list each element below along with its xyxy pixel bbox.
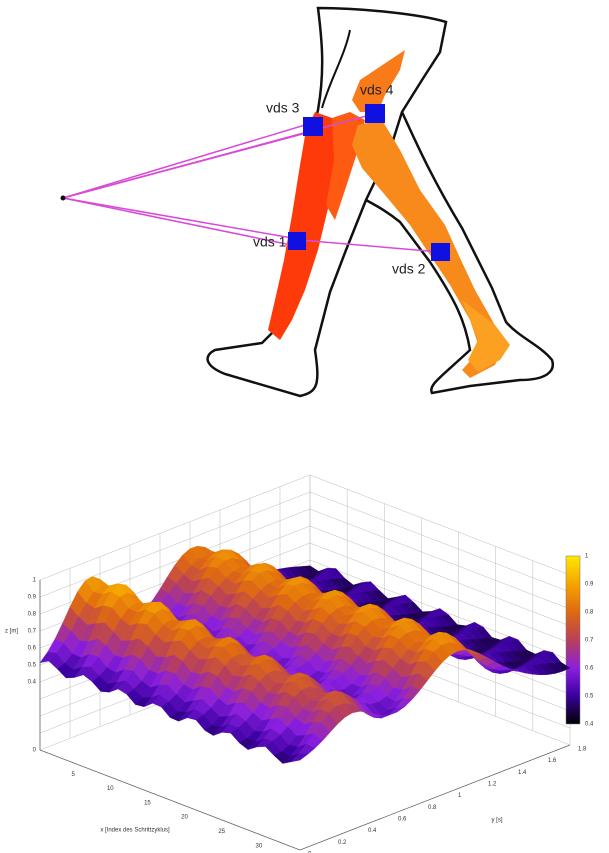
y-tick-label: 1.6 bbox=[548, 758, 557, 764]
colorbar-tick-label: 0.9 bbox=[585, 582, 594, 588]
sensor-box bbox=[303, 117, 323, 136]
z-axis-label: z [m] bbox=[5, 629, 18, 635]
y-tick-label: 0.6 bbox=[398, 817, 407, 823]
x-tick-label: 5 bbox=[71, 772, 75, 778]
sensor-label: vds 4 bbox=[360, 82, 394, 98]
x-tick-label: 15 bbox=[144, 800, 151, 806]
x-tick-label: 20 bbox=[181, 815, 188, 821]
sensor-label: vds 3 bbox=[266, 100, 300, 116]
sensor-label: vds 2 bbox=[392, 261, 426, 277]
colorbar-tick-label: 0.8 bbox=[585, 610, 594, 616]
colorbar-tick-label: 1 bbox=[585, 554, 589, 560]
z-tick-label: 0 bbox=[33, 748, 37, 754]
z-tick-label: 0.9 bbox=[28, 595, 37, 601]
z-tick-label: 0.8 bbox=[28, 612, 37, 618]
colorbar-tick-label: 0.7 bbox=[585, 638, 594, 644]
sight-line bbox=[63, 198, 292, 238]
z-tick-label: 0.5 bbox=[28, 663, 37, 669]
y-tick-label: 1.2 bbox=[488, 782, 497, 788]
y-tick-label: 1.8 bbox=[578, 747, 587, 753]
z-tick-label: 1 bbox=[33, 578, 37, 584]
z-tick-label: 0.4 bbox=[28, 680, 37, 686]
z-tick-label: 0.7 bbox=[28, 629, 37, 635]
colorbar-tick-label: 0.5 bbox=[585, 694, 594, 700]
colorbar bbox=[566, 556, 580, 724]
x-axis-label: x [Index des Schrittzyklus] bbox=[100, 828, 170, 834]
y-tick-label: 0.2 bbox=[338, 840, 347, 846]
x-tick-label: 30 bbox=[256, 843, 263, 849]
camera bbox=[61, 196, 66, 201]
colorbar-tick-label: 0.6 bbox=[585, 666, 594, 672]
sight-line bbox=[63, 125, 305, 198]
x-tick-label: 25 bbox=[218, 829, 225, 835]
sensor-box bbox=[288, 232, 306, 250]
sensor-label: vds 1 bbox=[253, 234, 287, 250]
wall-grid bbox=[40, 475, 570, 580]
y-axis-label: y [s] bbox=[491, 818, 502, 824]
y-tick-label: 1 bbox=[458, 793, 462, 799]
sensor-box bbox=[365, 104, 385, 123]
y-tick-label: 0.4 bbox=[368, 828, 377, 834]
leg-outline bbox=[322, 30, 350, 108]
y-tick-label: 0.8 bbox=[428, 805, 437, 811]
z-tick-label: 0.6 bbox=[28, 646, 37, 652]
figure: vds 1 vds 2 vds 3 vds 4 0 0.4 0.5 0.6 0.7 0.8… bbox=[0, 0, 609, 853]
colorbar-tick-label: 0.4 bbox=[585, 722, 594, 728]
x-tick-label: 10 bbox=[107, 786, 114, 792]
y-tick-label: 1.4 bbox=[518, 770, 527, 776]
surface-plot: 00.40.50.60.70.80.91z [m]5101520253035x … bbox=[5, 475, 594, 853]
leg-diagram: vds 1 vds 2 vds 3 vds 4 bbox=[61, 8, 553, 396]
axis-line bbox=[40, 750, 300, 850]
axis-line bbox=[300, 745, 570, 850]
sensor-box bbox=[431, 243, 450, 261]
